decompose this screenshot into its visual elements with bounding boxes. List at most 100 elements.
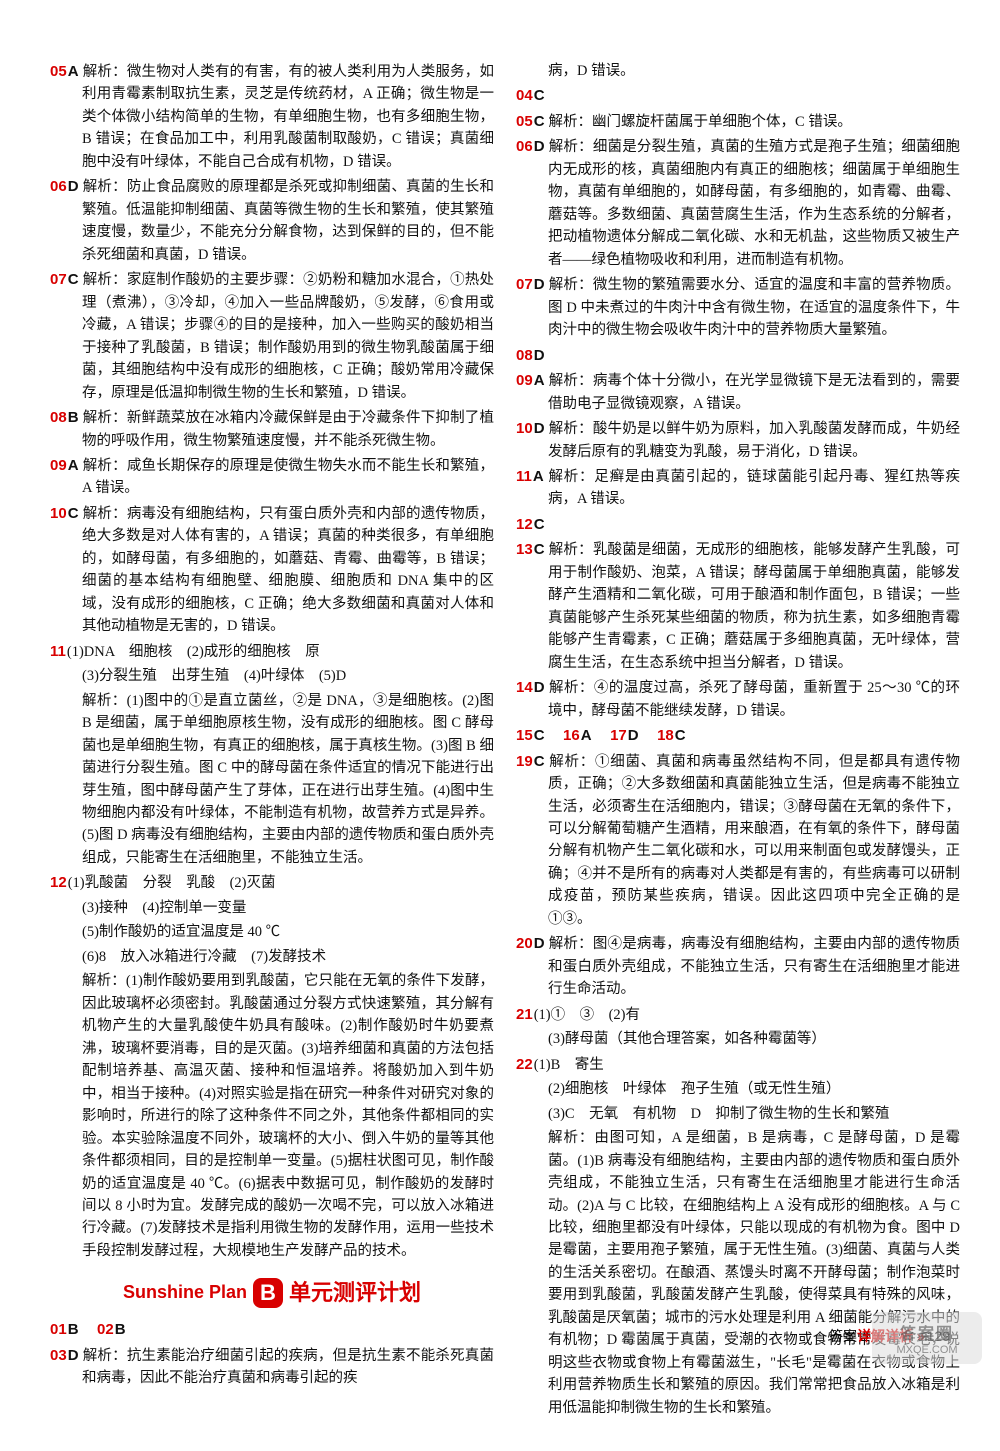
- entry-text: 解析：病毒没有细胞结构，只有蛋白质外壳和内部的遗传物质，绝大多数是对人体有害的，…: [82, 506, 494, 634]
- entry-answer: C: [534, 727, 545, 744]
- entry: 22(1)B 寄生: [516, 1053, 960, 1076]
- entry-number: 11: [516, 468, 532, 485]
- entry-number: 19: [516, 753, 533, 770]
- entry: 14D解析：④的温度过高，杀死了酵母菌，重新置于 25～30 ℃的环境中，酵母菌…: [516, 676, 960, 722]
- entry-text: 解析：幽门螺旋杆菌属于单细胞个体，C 错误。: [549, 114, 852, 130]
- entry-number: 05: [516, 113, 533, 130]
- entry-number: 08: [516, 347, 533, 364]
- entry-number: 05: [50, 63, 67, 80]
- entry: 06D解析：细菌是分裂生殖，真菌的生殖方式是孢子生殖；细菌细胞内无成形的核，真菌…: [516, 135, 960, 271]
- entry-number: 12: [50, 874, 67, 891]
- entry-answer: C: [534, 113, 545, 130]
- jiexi-label: 解析：: [83, 272, 127, 288]
- watermark: 答案圈 MXQE.COM: [872, 1312, 982, 1364]
- entry-number: 07: [50, 271, 67, 288]
- entry-text: 解析：微生物对人类有的有害，有的被人类利用为人类服务，如利用青霉素制取抗生素，灵…: [82, 64, 494, 170]
- entry: 06D解析：防止食品腐败的原理都是杀死或抑制细菌、真菌的生长和繁殖。低温能抑制细…: [50, 175, 494, 266]
- entry-number: 09: [516, 372, 533, 389]
- entry-number: 12: [516, 516, 533, 533]
- entry-subtext: (3)酵母菌（其他合理答案，如各种霉菌等）: [516, 1028, 960, 1050]
- jiexi-label: 解析：: [83, 1348, 127, 1364]
- entry-number: 17: [610, 727, 627, 744]
- entry-text: (1)① ③ (2)有: [534, 1007, 640, 1023]
- jiexi-label: 解析：: [548, 469, 595, 485]
- entry-answer: C: [534, 87, 545, 104]
- watermark-top: 答案圈: [900, 1320, 954, 1344]
- entry-answer: B: [68, 1321, 79, 1338]
- entry-number: 01: [50, 1321, 67, 1338]
- b-badge: B: [253, 1278, 283, 1308]
- entry-text: (1)乳酸菌 分裂 乳酸 (2)灭菌: [68, 875, 276, 891]
- entry-answer: C: [68, 505, 79, 522]
- entry-text: 解析：乳酸菌是细菌，无成形的细胞核，能够发酵产生乳酸，可用于制作酸奶、泡菜，A …: [548, 542, 960, 670]
- jiexi-label: 解析：: [549, 936, 593, 952]
- entry: 11(1)DNA 细胞核 (2)成形的细胞核 原: [50, 640, 494, 663]
- entry-text: 解析：微生物的繁殖需要水分、适宜的温度和丰富的营养物质。图 D 中未煮过的牛肉汁…: [548, 277, 960, 338]
- entry: 03D解析：抗生素能治疗细菌引起的疾病，但是抗生素不能杀死真菌和病毒，因此不能治…: [50, 1344, 494, 1390]
- jiexi-label: 解析：: [548, 1130, 594, 1146]
- entry-text: 解析：新鲜蔬菜放在冰箱内冷藏保鲜是由于冷藏条件下抑制了植物的呼吸作用，微生物繁殖…: [82, 410, 494, 448]
- entry-number: 21: [516, 1006, 533, 1023]
- entry-text: 解析：①细菌、真菌和病毒虽然结构不同，但是都具有遗传物质，正确；②大多数细菌和真…: [548, 754, 960, 927]
- entry-answer: C: [534, 516, 545, 533]
- jiexi-label: 解析：: [549, 373, 593, 389]
- entry: 20D解析：图④是病毒，病毒没有细胞结构，主要由内部的遗传物质和蛋白质外壳组成，…: [516, 932, 960, 1000]
- entry-number: 18: [657, 727, 674, 744]
- entry: 21(1)① ③ (2)有: [516, 1003, 960, 1026]
- section-title: Sunshine Plan B 单元测评计划: [50, 1276, 494, 1310]
- entry-subtext: (3)分裂生殖 出芽生殖 (4)叶绿体 (5)D: [50, 665, 494, 687]
- entry-subtext: (5)制作酸奶的适宜温度是 40 ℃: [50, 921, 494, 943]
- footer-label: 答案: [829, 1328, 857, 1344]
- entry-answer: C: [675, 727, 686, 744]
- entry-number: 11: [50, 643, 66, 660]
- entry-number: 22: [516, 1056, 533, 1073]
- entry-answer: D: [68, 1347, 79, 1364]
- entry-answer: B: [68, 409, 79, 426]
- entry-answer: C: [68, 271, 79, 288]
- entry-answer: D: [534, 138, 545, 155]
- entry: 19C解析：①细菌、真菌和病毒虽然结构不同，但是都具有遗传物质，正确；②大多数细…: [516, 750, 960, 931]
- unit-title: 单元测评计划: [289, 1276, 421, 1310]
- jiexi-label: 解析：: [83, 64, 127, 80]
- jiexi-label: 解析：: [549, 542, 593, 558]
- entry-number: 13: [516, 541, 533, 558]
- entry-answer: C: [534, 541, 545, 558]
- entry-number: 07: [516, 276, 533, 293]
- entry-answer: A: [68, 63, 79, 80]
- entry-text: 解析：酸牛奶是以鲜牛奶为原料，加入乳酸菌发酵而成，牛奶经发酵后原有的乳糖变为乳酸…: [548, 421, 960, 459]
- entry-answer: D: [534, 935, 545, 952]
- entry-text: 解析：家庭制作酸奶的主要步骤：②奶粉和糖加水混合，①热处理（煮沸），③冷却，④加…: [82, 272, 494, 400]
- entry-number: 02: [97, 1321, 114, 1338]
- entry-answer: A: [68, 457, 79, 474]
- entry-subtext: 解析：(1)图中的①是直立菌丝，②是 DNA，③是细胞核。(2)图 B 是细菌，…: [50, 690, 494, 870]
- entry-answer: D: [534, 679, 545, 696]
- entry-answer: B: [115, 1321, 126, 1338]
- right-column: 病，D 错误。04C05C解析：幽门螺旋杆菌属于单细胞个体，C 错误。06D解析…: [516, 60, 960, 1421]
- entry-subtext: 解析：(1)制作酸奶要用到乳酸菌，它只能在无氧的条件下发酵，因此玻璃杯必须密封。…: [50, 970, 494, 1262]
- entry-text: 解析：④的温度过高，杀死了酵母菌，重新置于 25～30 ℃的环境中，酵母菌不能继…: [548, 680, 960, 718]
- entry: 04C: [516, 84, 960, 107]
- entry-number: 04: [516, 87, 533, 104]
- entry-subtext: (3)C 无氧 有机物 D 抑制了微生物的生长和繁殖: [516, 1103, 960, 1125]
- jiexi-label: 解析：: [549, 421, 593, 437]
- entry-answer: D: [534, 347, 545, 364]
- entry-number: 16: [563, 727, 580, 744]
- entry: 10C解析：病毒没有细胞结构，只有蛋白质外壳和内部的遗传物质，绝大多数是对人体有…: [50, 502, 494, 638]
- entry-number: 10: [50, 505, 67, 522]
- sunshine-text: Sunshine Plan: [123, 1279, 247, 1307]
- entry-subtext: (3)接种 (4)控制单一变量: [50, 897, 494, 919]
- jiexi-label: 解析：: [82, 693, 127, 709]
- entry-number: 09: [50, 457, 67, 474]
- jiexi-label: 解析：: [549, 139, 593, 155]
- entry-number: 10: [516, 420, 533, 437]
- entry-number: 06: [50, 178, 67, 195]
- entry-text: 解析：抗生素能治疗细菌引起的疾病，但是抗生素不能杀死真菌和病毒，因此不能治疗真菌…: [82, 1348, 494, 1386]
- entry-text: 解析：病毒个体十分微小，在光学显微镜下是无法看到的，需要借助电子显微镜观察，A …: [548, 373, 960, 411]
- entry-answer: A: [533, 468, 544, 485]
- entry-number: 14: [516, 679, 533, 696]
- entry: 11A解析：足癣是由真菌引起的，链球菌能引起丹毒、猩红热等疾病，A 错误。: [516, 465, 960, 511]
- entry-text: (1)B 寄生: [534, 1057, 604, 1073]
- watermark-bot: MXQE.COM: [896, 1344, 957, 1356]
- jiexi-label: 解析：: [83, 506, 127, 522]
- jiexi-label: 解析：: [83, 410, 127, 426]
